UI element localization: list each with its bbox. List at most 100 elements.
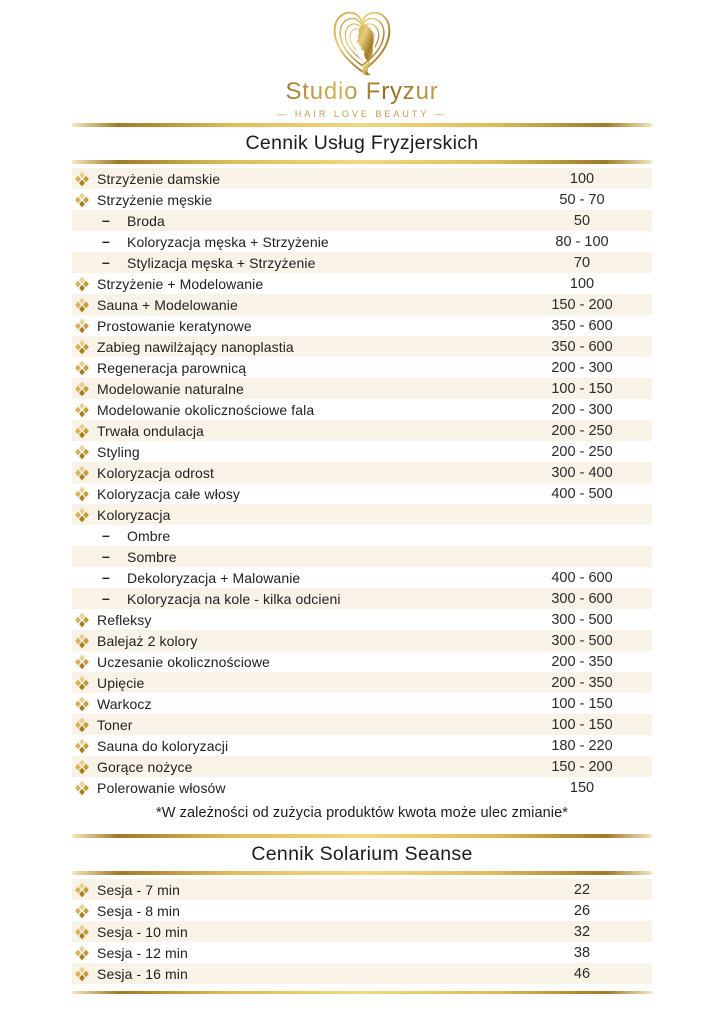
service-price: 150 <box>569 779 595 796</box>
price-row: – Toner 100 - 150 <box>72 714 652 735</box>
brand-tagline: — HAIR LOVE BEAUTY — <box>277 109 447 119</box>
service-price: 200 - 350 <box>551 653 613 670</box>
service-price: 180 - 220 <box>551 737 613 754</box>
service-label: Prostowanie keratynowe <box>97 317 252 334</box>
price-row: – Sauna do koloryzacji 180 - 220 <box>72 735 652 756</box>
service-price: 350 - 600 <box>551 317 613 334</box>
sub-item-dash: – <box>102 548 110 564</box>
price-row: – Sesja - 16 min 46 <box>72 963 652 984</box>
price-row: – Uczesanie okolicznościowe 200 - 350 <box>72 651 652 672</box>
price-row: – Refleksy 300 - 500 <box>72 609 652 630</box>
service-label: Strzyżenie + Modelowanie <box>97 275 264 292</box>
diamond-sparkle-icon <box>74 966 90 982</box>
service-price: 38 <box>573 944 591 961</box>
diamond-sparkle-icon <box>74 903 90 919</box>
diamond-sparkle-icon <box>74 717 90 733</box>
service-label: Zabieg nawilżający nanoplastia <box>97 338 294 355</box>
service-label: Stylizacja męska + Strzyżenie <box>127 254 316 271</box>
service-price: 100 <box>569 275 595 292</box>
service-price: 80 - 100 <box>555 233 609 250</box>
price-row: – Sesja - 12 min 38 <box>72 942 652 963</box>
service-label: Balejaż 2 kolory <box>97 632 198 649</box>
divider-hairdressing <box>72 160 652 164</box>
service-label: Ombre <box>127 527 171 544</box>
service-label: Koloryzacja na kole - kilka odcieni <box>127 590 341 607</box>
service-label: Sesja - 10 min <box>97 923 188 940</box>
service-price: 100 - 150 <box>551 695 613 712</box>
sub-item-dash: – <box>102 233 110 249</box>
diamond-sparkle-icon <box>74 612 90 628</box>
service-price: 300 - 600 <box>551 590 613 607</box>
divider-solarium-bottom <box>72 871 652 875</box>
service-label: Koloryzacja odrost <box>97 464 214 481</box>
price-row: – Broda 50 <box>72 210 652 231</box>
service-price: 300 - 500 <box>551 611 613 628</box>
service-label: Modelowanie naturalne <box>97 380 244 397</box>
price-row: – Sesja - 8 min 26 <box>72 900 652 921</box>
price-row: – Zabieg nawilżający nanoplastia 350 - 6… <box>72 336 652 357</box>
price-row: – Warkocz 100 - 150 <box>72 693 652 714</box>
diamond-sparkle-icon <box>74 654 90 670</box>
price-row: – Styling 200 - 250 <box>72 441 652 462</box>
price-row: – Strzyżenie damskie 100 <box>72 168 652 189</box>
sub-item-dash: – <box>102 212 110 228</box>
diamond-sparkle-icon <box>74 465 90 481</box>
service-label: Sombre <box>127 548 177 565</box>
price-row: – Dekoloryzacja + Malowanie 400 - 600 <box>72 567 652 588</box>
divider-solarium-top <box>72 834 652 838</box>
diamond-sparkle-icon <box>74 759 90 775</box>
section-title-hairdressing: Cennik Usług Fryzjerskich <box>245 132 479 154</box>
service-price: 200 - 300 <box>551 359 613 376</box>
service-label: Trwała ondulacja <box>97 422 204 439</box>
service-price: 32 <box>573 923 591 940</box>
service-label: Koloryzacja męska + Strzyżenie <box>127 233 329 250</box>
service-label: Toner <box>97 716 133 733</box>
diamond-sparkle-icon <box>74 297 90 313</box>
sub-item-dash: – <box>102 527 110 543</box>
price-row: – Koloryzacja odrost 300 - 400 <box>72 462 652 483</box>
service-price: 100 <box>569 170 595 187</box>
service-label: Sauna + Modelowanie <box>97 296 238 313</box>
service-label: Sauna do koloryzacji <box>97 737 229 754</box>
solarium-price-list: – Sesja - 7 min 22 – Sesja - 8 min 26 – … <box>72 879 652 984</box>
price-row: – Upięcie 200 - 350 <box>72 672 652 693</box>
service-price: 150 - 200 <box>551 296 613 313</box>
service-label: Broda <box>127 212 165 229</box>
diamond-sparkle-icon <box>74 675 90 691</box>
sub-item-dash: – <box>102 569 110 585</box>
service-price: 200 - 300 <box>551 401 613 418</box>
service-price: 46 <box>573 965 591 982</box>
section-title-solarium: Cennik Solarium Seanse <box>251 843 473 865</box>
service-label: Koloryzacja <box>97 506 171 523</box>
price-row: – Koloryzacja męska + Strzyżenie 80 - 10… <box>72 231 652 252</box>
service-label: Dekoloryzacja + Malowanie <box>127 569 301 586</box>
heart-face-logo-icon <box>333 11 391 76</box>
price-row: – Strzyżenie męskie 50 - 70 <box>72 189 652 210</box>
service-price: 300 - 400 <box>551 464 613 481</box>
service-price: 50 <box>573 212 591 229</box>
content: Cennik Usług Fryzjerskich – Strzyżenie d… <box>72 123 652 994</box>
service-price: 70 <box>573 254 591 271</box>
price-row: – Koloryzacja całe włosy 400 - 500 <box>72 483 652 504</box>
price-row: – Koloryzacja <box>72 504 652 525</box>
header: Studio Fryzur — HAIR LOVE BEAUTY — <box>0 0 724 119</box>
diamond-sparkle-icon <box>74 192 90 208</box>
brand-logo <box>322 6 402 76</box>
sub-item-dash: – <box>102 590 110 606</box>
service-price: 200 - 350 <box>551 674 613 691</box>
service-label: Sesja - 12 min <box>97 944 188 961</box>
price-row: – Trwała ondulacja 200 - 250 <box>72 420 652 441</box>
diamond-sparkle-icon <box>74 486 90 502</box>
price-row: – Koloryzacja na kole - kilka odcieni 30… <box>72 588 652 609</box>
service-label: Uczesanie okolicznościowe <box>97 653 270 670</box>
service-price: 26 <box>573 902 591 919</box>
service-price: 200 - 250 <box>551 443 613 460</box>
diamond-sparkle-icon <box>74 423 90 439</box>
service-label: Sesja - 7 min <box>97 881 180 898</box>
diamond-sparkle-icon <box>74 171 90 187</box>
section-solarium: Cennik Solarium Seanse – Sesja - 7 min 2… <box>72 834 652 994</box>
price-row: – Sauna + Modelowanie 150 - 200 <box>72 294 652 315</box>
diamond-sparkle-icon <box>74 924 90 940</box>
price-row: – Gorące nożyce 150 - 200 <box>72 756 652 777</box>
